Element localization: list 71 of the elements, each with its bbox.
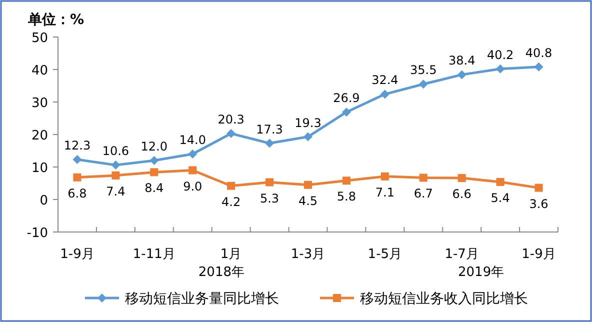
point xyxy=(266,178,274,186)
y-tick-label: 40 xyxy=(31,64,48,78)
data-label: 7.4 xyxy=(106,184,126,198)
y-tick-label: -10 xyxy=(26,226,48,241)
text: 2018年 xyxy=(198,265,245,280)
y-axis-title: 单位：% xyxy=(27,12,84,28)
point xyxy=(457,70,466,80)
text: 2019年 xyxy=(458,265,504,280)
data-label: 40.8 xyxy=(525,46,552,60)
data-label: 35.5 xyxy=(410,63,437,78)
point xyxy=(188,166,197,174)
x-tick-label: 1-5月 xyxy=(368,247,402,262)
point xyxy=(342,176,350,185)
point xyxy=(111,160,120,170)
data-label: 3.6 xyxy=(529,196,548,211)
data-label: 10.6 xyxy=(102,144,130,158)
data-label: 26.9 xyxy=(333,91,360,106)
point xyxy=(304,180,312,189)
x-tick-label: 1月 xyxy=(220,247,242,262)
point xyxy=(496,64,505,74)
data-label: 4.2 xyxy=(222,194,241,209)
point xyxy=(342,108,351,117)
x-tick-label: 1-11月 xyxy=(132,247,176,262)
point xyxy=(226,129,236,138)
point xyxy=(265,138,274,148)
point xyxy=(380,172,389,180)
y-tick-label: 10 xyxy=(31,161,48,176)
y-tick-label: 0 xyxy=(40,194,48,208)
data-label: 6.8 xyxy=(68,186,87,200)
data-label: 8.4 xyxy=(144,181,164,196)
point xyxy=(112,171,120,180)
y-tick-label: 20 xyxy=(31,128,48,144)
data-label: 14.0 xyxy=(179,133,206,147)
x-tick-label: 1-7月 xyxy=(444,247,479,262)
x-tick-label: 1-9月 xyxy=(60,247,94,262)
y-tick-label: 50 xyxy=(31,31,48,46)
data-label: 32.4 xyxy=(372,73,398,88)
point xyxy=(150,168,158,176)
point xyxy=(380,90,390,99)
data-label: 12.0 xyxy=(140,140,168,154)
point xyxy=(534,62,544,72)
data-label: 7.1 xyxy=(375,185,394,200)
data-label: 4.5 xyxy=(298,194,318,208)
point xyxy=(150,156,159,165)
point xyxy=(419,174,428,182)
point xyxy=(534,184,543,192)
data-label: 9.0 xyxy=(183,179,202,194)
point xyxy=(418,80,428,89)
point xyxy=(458,174,466,182)
x-tick-label: 1-3月 xyxy=(290,247,326,262)
data-label: 6.7 xyxy=(414,186,433,201)
data-label: 38.4 xyxy=(448,54,476,68)
data-label: 20.3 xyxy=(218,112,244,127)
y-tick-label: 30 xyxy=(31,96,48,111)
point xyxy=(188,150,198,158)
data-label: 19.3 xyxy=(294,116,322,130)
legend-label: 移动短信业务收入同比增长 xyxy=(360,291,528,307)
data-label: 5.4 xyxy=(490,190,510,205)
data-label: 12.3 xyxy=(64,138,91,153)
point xyxy=(73,173,82,182)
point xyxy=(304,132,312,142)
legend-label: 移动短信业务量同比增长 xyxy=(125,291,279,307)
point xyxy=(72,155,82,164)
data-label: 5.8 xyxy=(336,190,356,204)
data-label: 17.3 xyxy=(256,122,283,136)
data-label: 40.2 xyxy=(486,48,514,62)
point xyxy=(496,178,504,186)
data-label: 5.3 xyxy=(260,191,280,206)
data-label: 6.6 xyxy=(452,187,472,202)
point xyxy=(227,182,236,190)
x-tick-label: 1-9月 xyxy=(522,247,556,262)
